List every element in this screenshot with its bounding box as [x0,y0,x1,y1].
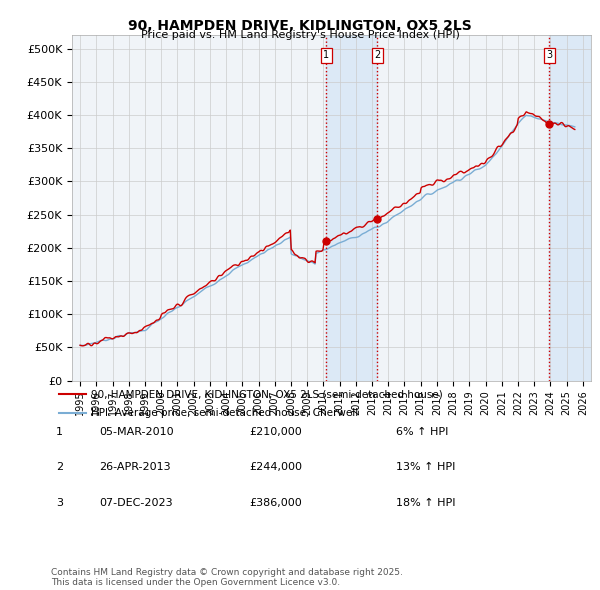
Text: 6% ↑ HPI: 6% ↑ HPI [396,427,448,437]
Text: 26-APR-2013: 26-APR-2013 [99,463,170,472]
Text: Contains HM Land Registry data © Crown copyright and database right 2025.
This d: Contains HM Land Registry data © Crown c… [51,568,403,587]
Text: 3: 3 [56,498,63,507]
Text: 90, HAMPDEN DRIVE, KIDLINGTON, OX5 2LS: 90, HAMPDEN DRIVE, KIDLINGTON, OX5 2LS [128,19,472,33]
Text: 18% ↑ HPI: 18% ↑ HPI [396,498,455,507]
Bar [549,35,591,381]
Text: 07-DEC-2023: 07-DEC-2023 [99,498,173,507]
Text: 2: 2 [56,463,63,472]
Text: Price paid vs. HM Land Registry's House Price Index (HPI): Price paid vs. HM Land Registry's House … [140,30,460,40]
Text: £210,000: £210,000 [249,427,302,437]
Text: 90, HAMPDEN DRIVE, KIDLINGTON, OX5 2LS (semi-detached house): 90, HAMPDEN DRIVE, KIDLINGTON, OX5 2LS (… [91,389,443,399]
Text: 1: 1 [56,427,63,437]
Text: 13% ↑ HPI: 13% ↑ HPI [396,463,455,472]
Text: 3: 3 [546,50,552,60]
Text: HPI: Average price, semi-detached house, Cherwell: HPI: Average price, semi-detached house,… [91,408,359,418]
Text: 05-MAR-2010: 05-MAR-2010 [99,427,173,437]
Text: 1: 1 [323,50,329,60]
Text: £244,000: £244,000 [249,463,302,472]
Bar [326,35,377,381]
Text: £386,000: £386,000 [249,498,302,507]
Text: 2: 2 [374,50,380,60]
